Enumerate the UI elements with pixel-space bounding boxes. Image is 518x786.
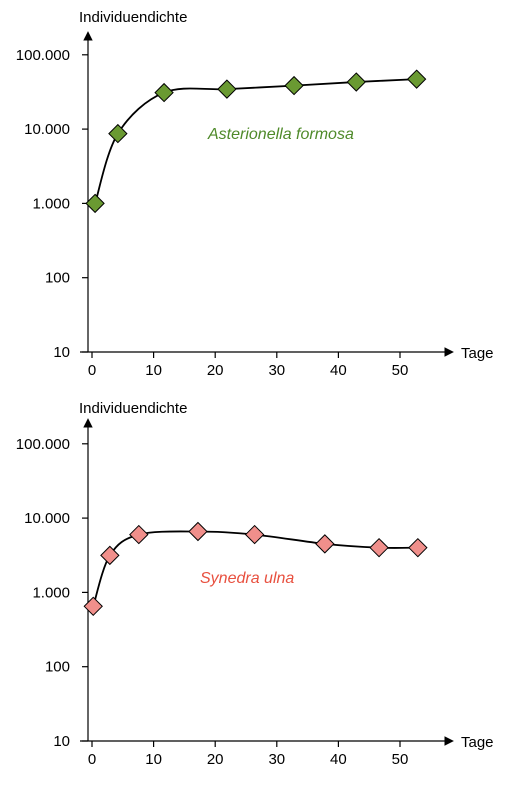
- chart-1-markers: [85, 69, 427, 214]
- data-point-marker: [129, 524, 149, 545]
- chart-1: Individuendichte Tage 101001.00010.00010…: [16, 9, 494, 379]
- data-point-marker: [188, 521, 208, 542]
- y-tick-label: 100.000: [16, 436, 70, 453]
- data-point-marker: [244, 524, 265, 545]
- data-point-marker: [108, 123, 128, 144]
- x-tick-label: 20: [207, 751, 224, 768]
- data-point-marker: [83, 596, 103, 617]
- chart-2: Individuendichte Tage 101001.00010.00010…: [16, 400, 494, 768]
- data-point-marker: [315, 534, 335, 554]
- y-tick-label: 10: [53, 733, 70, 750]
- data-point-marker: [369, 537, 389, 558]
- y-tick-label: 100.000: [16, 47, 70, 64]
- chart-2-markers: [83, 521, 428, 617]
- chart-1-series-label: Asterionella formosa: [207, 126, 354, 143]
- x-tick-label: 50: [392, 751, 409, 768]
- chart-2-y-ticks: 10 100 1.000 10.000 100.000: [16, 436, 88, 750]
- x-tick-label: 30: [268, 362, 285, 379]
- x-tick-label: 40: [330, 751, 347, 768]
- x-tick-label: 10: [145, 751, 162, 768]
- y-tick-label: 1.000: [32, 195, 70, 212]
- x-tick-label: 40: [330, 362, 347, 379]
- x-tick-label: 50: [392, 362, 409, 379]
- data-point-marker: [100, 545, 120, 566]
- chart-2-x-ticks: 0 10 20 30 40 50: [88, 741, 409, 768]
- x-tick-label: 30: [268, 751, 285, 768]
- y-tick-label: 10.000: [24, 510, 70, 527]
- chart-2-ylabel: Individuendichte: [79, 400, 187, 417]
- data-point-marker: [346, 72, 366, 92]
- data-point-marker: [85, 193, 105, 214]
- chart-1-y-ticks: 10 100 1.000 10.000 100.000: [16, 47, 88, 361]
- chart-2-xlabel: Tage: [461, 734, 494, 751]
- data-point-marker: [408, 537, 428, 558]
- data-point-marker: [154, 82, 174, 103]
- y-tick-label: 100: [45, 270, 70, 287]
- x-tick-label: 0: [88, 751, 96, 768]
- chart-1-x-ticks: 0 10 20 30 40 50: [88, 352, 409, 379]
- x-tick-label: 10: [145, 362, 162, 379]
- y-tick-label: 10: [53, 344, 70, 361]
- x-tick-label: 20: [207, 362, 224, 379]
- chart-1-ylabel: Individuendichte: [79, 9, 187, 26]
- chart-1-xlabel: Tage: [461, 345, 494, 362]
- x-tick-label: 0: [88, 362, 96, 379]
- data-point-marker: [406, 69, 427, 89]
- y-tick-label: 1.000: [32, 584, 70, 601]
- data-point-marker: [284, 75, 304, 96]
- chart-2-series-label: Synedra ulna: [200, 570, 294, 587]
- data-point-marker: [217, 79, 237, 99]
- y-tick-label: 10.000: [24, 121, 70, 138]
- y-tick-label: 100: [45, 659, 70, 676]
